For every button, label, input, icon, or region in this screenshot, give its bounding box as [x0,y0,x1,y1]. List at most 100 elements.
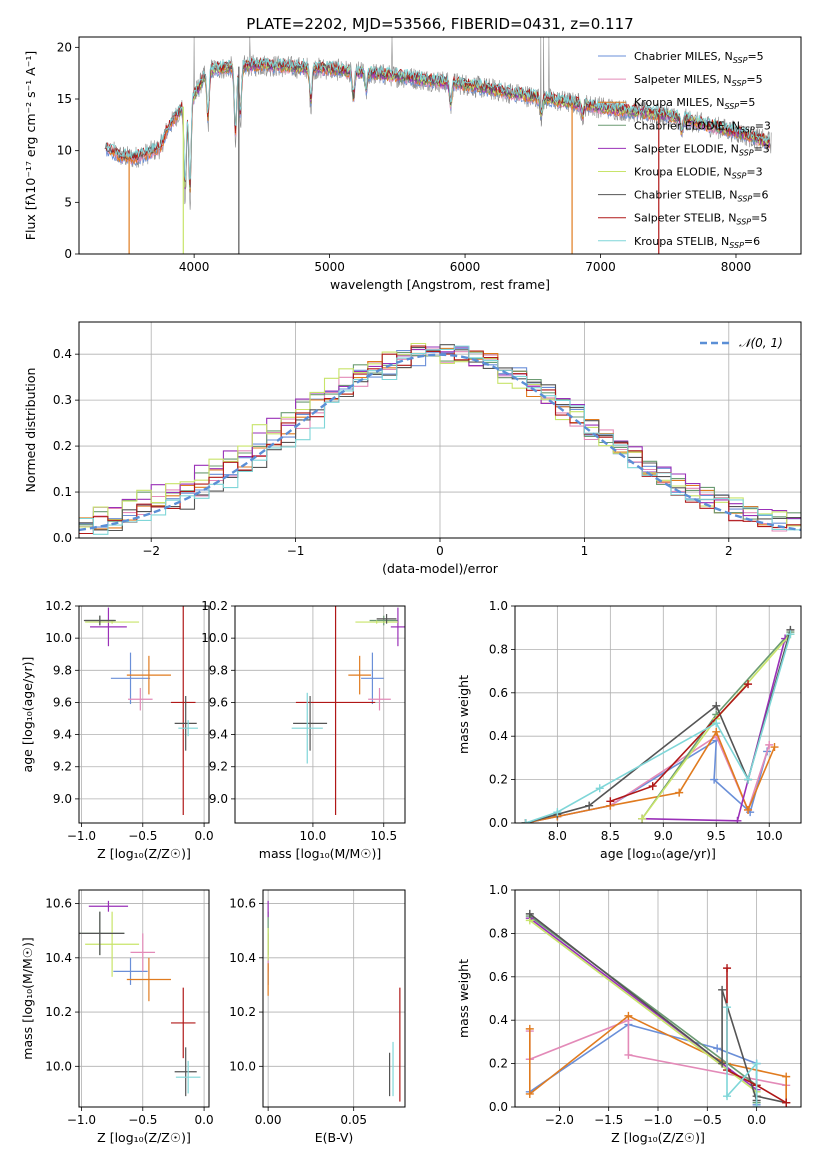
plot-area [291,606,405,815]
weight-point-marker [733,816,742,823]
y-tick-label: 10.6 [45,897,72,911]
legend-label: Salpeter MILES, NSSP=5 [634,73,763,88]
data-point-errorbar [293,696,328,751]
x-tick-label: 8.0 [548,829,567,843]
y-tick-label: 0.4 [489,1013,508,1027]
y-tick-label: 1.0 [489,883,508,897]
residual-histogram-step [79,344,801,532]
weight-point-marker [723,1003,732,1012]
spectrum-panel: 4000 5000 6000 7000 8000 0 5 10 15 20 wavelength [… [23,36,802,292]
data-point-errorbar [110,652,151,705]
y-tick-label: 9.2 [53,760,72,774]
x-tick-label: 6000 [450,260,481,274]
axes-frame [78,889,210,1108]
x-tick-label: 10.0 [756,829,783,843]
weight-point-marker [744,680,753,689]
y-tick-label: 9.4 [53,728,72,742]
weight-series-line [529,913,787,1104]
y-tick-label: 0.4 [53,347,72,361]
y-tick-label: 10.6 [229,897,256,911]
axes-frame [514,605,802,824]
data-point-errorbar [79,911,125,956]
weight-point-marker [595,784,604,793]
y-tick-label: 15 [57,92,72,106]
data-point-errorbar [368,687,391,711]
legend-label: Salpeter ELODIE, NSSP=3 [634,142,770,157]
legend-label: Kroupa ELODIE, NSSP=3 [634,166,763,181]
x-tick-label: 2 [725,544,733,558]
x-tick-label: −1.0 [67,1113,96,1127]
data-point-errorbar [90,607,127,647]
y-tick-label: 10.2 [229,1005,256,1019]
plot-area [521,625,795,823]
x-tick-label: 0.05 [340,1113,367,1127]
y-tick-label: 0.2 [489,773,508,787]
weight-point-marker [648,782,657,791]
weight-series [521,630,795,823]
x-tick-label: 10.5 [370,829,397,843]
data-point-errorbar [175,1060,201,1094]
x-tick-label: −0.5 [128,829,157,843]
axes-frame [262,889,406,1108]
y-tick-label: 5 [64,195,72,209]
y-tick-label: 0.0 [489,1100,508,1114]
data-point-errorbar [295,606,376,815]
x-tick-label: 5000 [314,260,345,274]
y-tick-label: 0.2 [489,1057,508,1071]
weight-point-marker [752,1103,761,1107]
y-tick-label: 10.4 [45,951,72,965]
y-tick-label: 0.1 [53,485,72,499]
gaussian-reference-curve [79,353,801,532]
y-tick-label: 10.2 [45,599,72,613]
age-vs-mass-panel: 10.0 10.5 9.0 9.2 9.4 9.6 9.8 10.0 10.2 mass [log… [201,599,406,861]
y-tick-label: 10.0 [45,631,72,645]
x-tick-label: 0 [436,544,444,558]
data-point-errorbar [178,720,198,737]
plot-area [104,37,772,254]
x-tick-label: 9.5 [707,829,726,843]
x-tick-label: 4000 [179,260,210,274]
x-axis-label: age [log₁₀(age/yr)] [600,846,716,861]
y-tick-label: 9.0 [209,792,228,806]
y-axis-label: mass weight [456,675,471,754]
weight-point-marker [624,1011,633,1020]
data-point-errorbar [113,957,148,985]
weight-vs-age-panel: 8.0 8.5 9.0 9.5 10.0 0.0 0.2 0.4 0.6 0.8 1.0 age [l… [456,599,802,861]
x-tick-label: 0.00 [255,1113,282,1127]
weight-point-marker [744,775,753,784]
data-point-errorbar [130,933,156,972]
weight-point-marker [710,775,719,784]
weight-vs-metallicity-panel: −2.0 −1.5 −1.0 −0.5 0.0 0.0 0.2 0.4 0.6 0.8 1.0 Z [… [456,883,802,1145]
age-vs-metallicity-panel: −1.0 −0.5 0.0 9.0 9.2 9.4 9.6 9.8 10.0 10.2 Z [log… [20,599,214,861]
y-tick-label: 9.6 [53,695,72,709]
x-tick-label: 8000 [721,260,752,274]
weight-point-marker [712,727,721,736]
x-axis-label: E(B-V) [315,1130,354,1145]
plot-area [267,900,401,1102]
x-tick-label: 8.5 [601,829,620,843]
weight-point-marker [585,801,594,810]
axes-frame [234,605,406,824]
weight-point-marker [782,1098,791,1107]
data-point-errorbar [174,1047,197,1097]
x-axis-label: mass [log₁₀(M/M☉)] [259,846,381,861]
y-axis-label: age [log₁₀(age/yr)] [20,657,35,773]
residual-histogram-step [79,345,801,535]
y-axis-label: mass weight [456,959,471,1038]
weight-point-marker [525,909,534,918]
y-tick-label: 0.6 [489,686,508,700]
x-tick-label: 0.0 [747,1113,766,1127]
y-tick-label: 0 [64,247,72,261]
y-tick-label: 0.4 [489,729,508,743]
plot-area [525,909,791,1107]
x-axis-label: wavelength [Angstrom, rest frame] [330,277,550,292]
x-tick-label: −0.5 [693,1113,722,1127]
mass-vs-extinction-panel: 0.00 0.05 10.0 10.2 10.4 10.6 E(B-V) [229,889,406,1145]
weight-series-line [529,1014,787,1103]
weight-series [723,1003,761,1107]
x-axis-label: (data-model)/error [382,561,499,576]
data-point-errorbar [126,957,171,1002]
legend-label: Kroupa MILES, NSSP=5 [634,96,755,111]
data-point-errorbar [355,620,398,624]
weight-point-marker [525,1024,534,1033]
